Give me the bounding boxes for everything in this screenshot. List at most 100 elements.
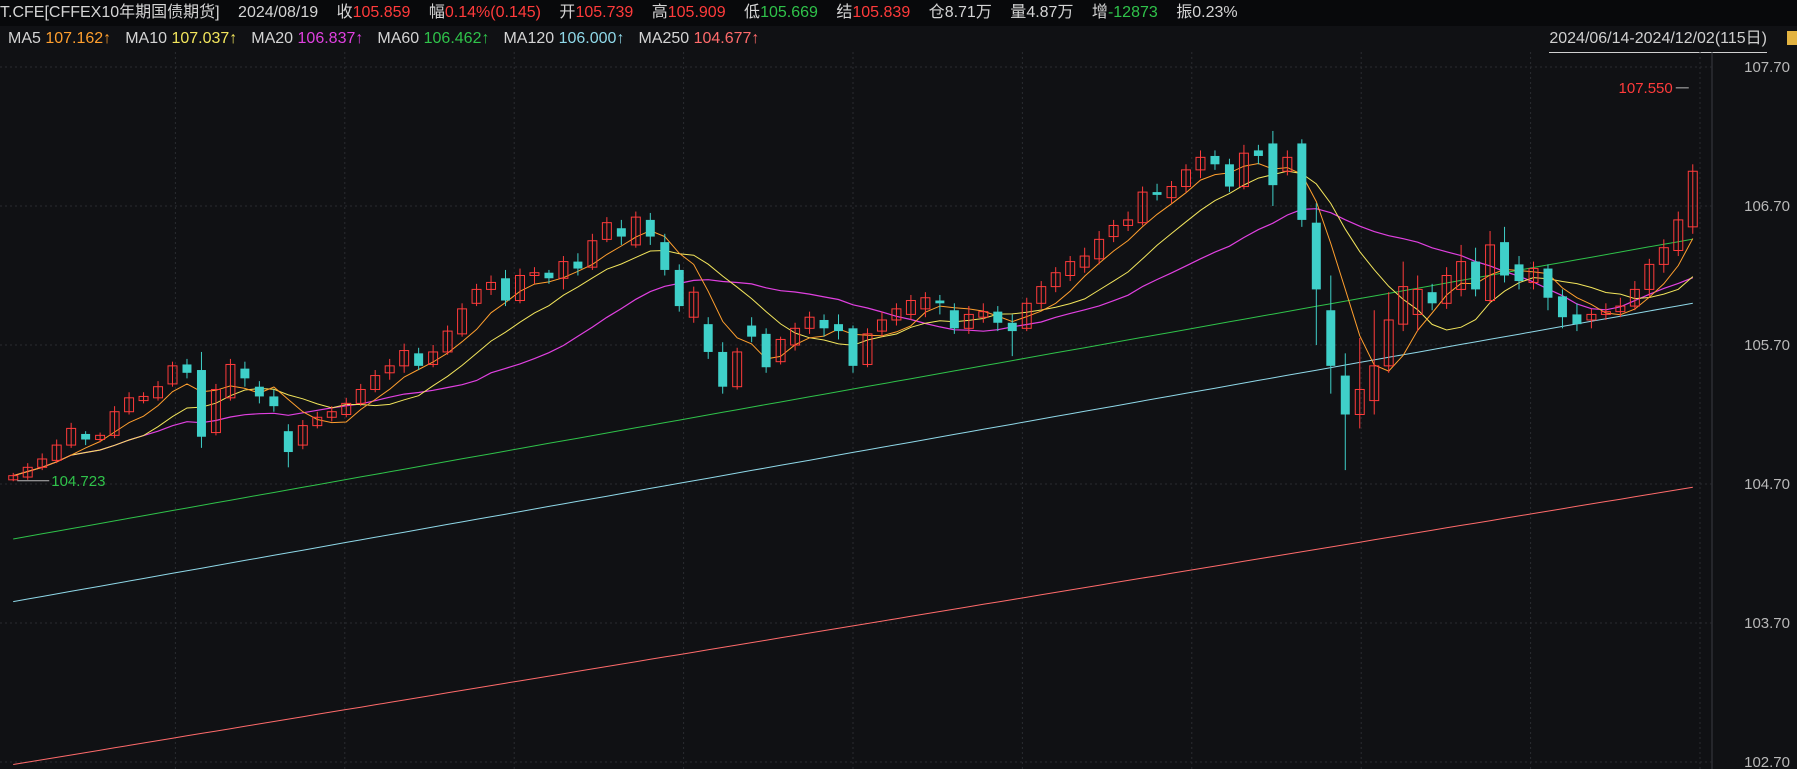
quote-header: T.CFE[CFFEX10年期国债期货] 2024/08/19 收105.859… xyxy=(0,0,1797,26)
candle-body xyxy=(1427,292,1437,304)
ma-legend-ma5[interactable]: MA5 107.162↑ xyxy=(8,26,111,52)
candle-body xyxy=(167,365,178,385)
candle-body xyxy=(182,364,192,373)
candle-body xyxy=(573,261,583,269)
candlestick-chart[interactable]: 107.70 106.70 105.70 104.70 103.70 102.70 107.… xyxy=(0,52,1797,769)
candle-body xyxy=(747,325,757,337)
y-tick-label: 104.70 xyxy=(1744,476,1790,493)
candle-body xyxy=(660,242,670,270)
ma-legend-ma10[interactable]: MA10 107.037↑ xyxy=(125,26,237,52)
candle-body xyxy=(1166,186,1177,199)
candle-body xyxy=(703,324,713,352)
ma-legend-ma250[interactable]: MA250 104.677↑ xyxy=(638,26,759,52)
ma-legend-ma120[interactable]: MA120 106.000↑ xyxy=(503,26,624,52)
date-range-selector[interactable]: 2024/06/14-2024/12/02(115日) xyxy=(1549,26,1767,53)
candle-body xyxy=(1108,224,1119,238)
candle-body xyxy=(732,351,743,388)
candle-body xyxy=(1528,268,1539,283)
candle-body xyxy=(645,219,655,237)
candle-body xyxy=(22,466,33,478)
ma-label: MA120 xyxy=(503,30,559,47)
candle-body xyxy=(834,324,844,332)
open-label: 开 xyxy=(559,4,576,21)
candle-body xyxy=(790,327,801,346)
open-value: 105.739 xyxy=(575,4,634,21)
candle-body xyxy=(326,411,337,418)
candle-body xyxy=(1137,191,1148,224)
candle-body xyxy=(1065,261,1076,277)
ma-value: 107.037↑ xyxy=(171,30,238,47)
ma-label: MA20 xyxy=(251,30,298,47)
candle-body xyxy=(905,300,916,315)
ma250-line xyxy=(13,486,1693,765)
ma-legend-ma20[interactable]: MA20 106.837↑ xyxy=(251,26,363,52)
symbol-name[interactable]: T.CFE[CFFEX10年期国债期货] xyxy=(0,4,220,21)
ma-legend-ma60[interactable]: MA60 106.462↑ xyxy=(377,26,489,52)
y-tick-label: 107.70 xyxy=(1744,59,1790,76)
candle-body xyxy=(616,228,626,237)
open-interest-label: 仓 xyxy=(928,4,945,21)
candle-body xyxy=(1181,169,1191,188)
ma-value: 106.462↑ xyxy=(423,30,490,47)
candle-body xyxy=(1456,261,1467,290)
candle-body xyxy=(1586,313,1597,321)
oi-change-label: 增 xyxy=(1091,4,1108,21)
ma-label: MA60 xyxy=(377,30,424,47)
ma-value: 107.162↑ xyxy=(45,30,112,47)
candle-body xyxy=(1471,261,1481,290)
candle-body xyxy=(761,333,771,368)
settings-corner-icon[interactable] xyxy=(1787,31,1797,45)
candle-body xyxy=(240,368,250,379)
candle-body xyxy=(428,351,439,365)
candle-body xyxy=(862,333,873,365)
amplitude-label: 振 xyxy=(1176,4,1193,21)
min-price-marker: 104.723 xyxy=(51,473,105,490)
candle-body xyxy=(81,433,91,440)
candle-body xyxy=(8,475,19,481)
close-label: 收 xyxy=(336,4,353,21)
candle-body xyxy=(124,397,135,413)
candle-body xyxy=(935,300,945,304)
ma120-line xyxy=(13,302,1693,603)
ma-label: MA250 xyxy=(638,30,694,47)
candle-body xyxy=(384,365,395,374)
candle-body xyxy=(978,311,989,318)
ma-label: MA10 xyxy=(125,30,172,47)
candle-body xyxy=(95,434,106,441)
candle-body xyxy=(1297,143,1307,220)
candle-body xyxy=(1210,155,1220,165)
candle-body xyxy=(529,272,540,277)
change-label: 幅 xyxy=(428,4,445,21)
candle-body xyxy=(1195,156,1206,171)
candle-body xyxy=(587,240,598,268)
candle-body xyxy=(718,351,728,387)
candle-body xyxy=(963,313,974,329)
candle-body xyxy=(688,291,699,318)
candle-body xyxy=(558,261,569,279)
candle-body xyxy=(819,319,829,329)
candle-body xyxy=(501,278,511,301)
open-interest-value: 8.71万 xyxy=(944,4,992,21)
candle-body xyxy=(1557,296,1567,318)
candle-body xyxy=(66,427,77,446)
settle-value: 105.839 xyxy=(852,4,911,21)
ma-label: MA5 xyxy=(8,30,46,47)
candle-body xyxy=(993,311,1003,323)
candle-body xyxy=(848,328,858,366)
y-tick-label: 105.70 xyxy=(1744,337,1790,354)
candle-body xyxy=(51,444,62,461)
candle-body xyxy=(153,386,164,399)
candle-body xyxy=(210,388,221,434)
candle-body xyxy=(1123,219,1134,226)
max-price-marker: 107.550 xyxy=(1619,80,1673,97)
settle-label: 结 xyxy=(836,4,853,21)
candle-body xyxy=(1238,152,1249,188)
candle-body xyxy=(283,431,293,453)
candle-body xyxy=(674,269,684,307)
y-tick-label: 102.70 xyxy=(1744,754,1790,769)
candle-body xyxy=(1050,272,1061,288)
ma-value: 104.677↑ xyxy=(693,30,760,47)
change-value: 0.14%(0.145) xyxy=(444,4,541,21)
candle-body xyxy=(1398,286,1409,325)
candle-body xyxy=(486,281,497,290)
